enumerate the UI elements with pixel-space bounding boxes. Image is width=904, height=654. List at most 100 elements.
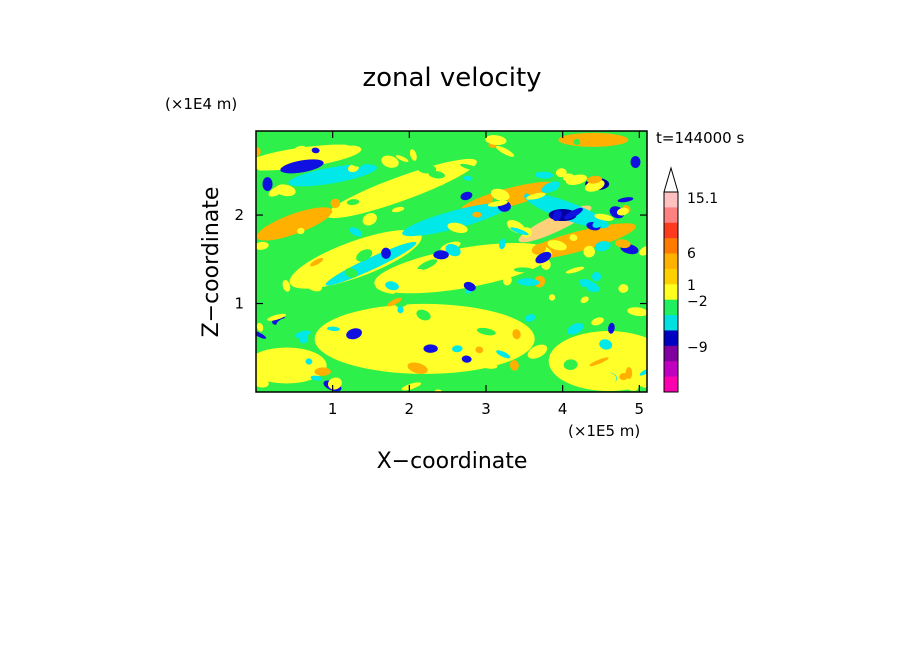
colorbar-segment xyxy=(664,345,678,362)
velocity-speck xyxy=(391,206,405,213)
velocity-speck xyxy=(291,145,308,159)
velocity-speck xyxy=(490,188,510,201)
velocity-speck xyxy=(616,207,629,216)
colorbar-label: 6 xyxy=(687,246,696,262)
velocity-speck xyxy=(589,357,609,367)
velocity-speck xyxy=(591,271,602,282)
velocity-speck xyxy=(440,330,448,336)
velocity-speck xyxy=(579,279,600,293)
velocity-speck xyxy=(627,307,647,317)
velocity-speck xyxy=(346,199,360,206)
velocity-speck xyxy=(495,145,515,157)
velocity-speck xyxy=(417,259,438,271)
x-tick-label: 4 xyxy=(558,400,568,418)
velocity-band xyxy=(558,132,629,147)
velocity-band xyxy=(314,303,535,374)
colorbar-segment xyxy=(664,238,678,255)
velocity-speck xyxy=(385,281,399,291)
velocity-speck xyxy=(639,376,647,388)
velocity-speck xyxy=(530,301,539,313)
velocity-speck xyxy=(395,301,408,308)
colorbar-segment xyxy=(664,299,678,316)
velocity-speck xyxy=(547,240,567,251)
velocity-speck xyxy=(498,159,508,169)
velocity-speck xyxy=(404,268,424,277)
velocity-speck xyxy=(567,323,584,335)
colorbar-segment xyxy=(664,222,678,239)
velocity-speck xyxy=(267,313,286,321)
x-axis-label: X−coordinate xyxy=(377,449,528,474)
colorbar-label: −9 xyxy=(687,340,708,356)
colorbar-segment xyxy=(664,268,678,285)
velocity-band xyxy=(289,229,422,289)
velocity-speck xyxy=(599,339,613,350)
velocity-speck xyxy=(310,258,324,267)
velocity-speck xyxy=(502,275,512,286)
velocity-speck xyxy=(639,245,647,256)
velocity-speck xyxy=(397,306,404,314)
velocity-speck xyxy=(619,373,628,381)
velocity-speck xyxy=(487,200,508,207)
colorbar-label: −2 xyxy=(687,294,708,310)
velocity-speck xyxy=(576,286,588,296)
velocity-speck xyxy=(524,314,536,322)
velocity-speck xyxy=(282,279,291,292)
velocity-band xyxy=(402,202,509,237)
x-axis-ticks: 1 2 3 4 5 xyxy=(328,131,644,418)
velocity-speck xyxy=(586,175,602,184)
velocity-speck xyxy=(447,222,468,233)
velocity-speck xyxy=(536,301,544,306)
velocity-speck xyxy=(340,136,358,146)
colorbar-segment xyxy=(664,253,678,270)
velocity-speck xyxy=(406,278,417,289)
velocity-speck xyxy=(463,175,473,181)
velocity-speck xyxy=(634,336,645,342)
time-label: t=144000 s xyxy=(656,129,744,147)
y-tick-label: 1 xyxy=(234,295,244,313)
y-tick-label: 2 xyxy=(234,206,244,224)
velocity-speck xyxy=(256,322,264,332)
velocity-cell xyxy=(280,159,324,174)
velocity-speck xyxy=(591,317,604,326)
colorbar: 15.1 6 1−2 −9 xyxy=(663,166,718,393)
velocity-speck xyxy=(381,155,399,168)
velocity-speck xyxy=(460,163,481,171)
velocity-speck xyxy=(512,329,521,340)
x-tick-label: 5 xyxy=(635,400,645,418)
colorbar-segment xyxy=(664,330,678,347)
velocity-band xyxy=(374,242,552,294)
colorbar-segment xyxy=(664,284,678,301)
velocity-speck xyxy=(417,164,437,174)
velocity-speck xyxy=(563,359,578,370)
velocity-speck xyxy=(562,173,576,183)
velocity-speck xyxy=(526,192,546,200)
velocity-speck xyxy=(356,249,373,262)
colorbar-segment xyxy=(664,376,678,393)
y-axis-label: Z−coordinate xyxy=(199,187,224,338)
velocity-speck xyxy=(475,346,484,354)
velocity-band xyxy=(256,207,333,241)
velocity-speck xyxy=(527,344,548,359)
velocity-speck xyxy=(428,170,445,179)
velocity-speck xyxy=(387,297,402,307)
velocity-speck xyxy=(407,362,428,374)
velocity-speck xyxy=(541,181,561,194)
velocity-speck xyxy=(592,219,604,228)
velocity-speck xyxy=(472,211,482,218)
velocity-speck xyxy=(310,375,323,381)
velocity-speck xyxy=(552,210,562,222)
velocity-speck xyxy=(395,155,409,163)
velocity-speck xyxy=(591,154,612,166)
colorbar-segment xyxy=(664,361,678,378)
velocity-speck xyxy=(594,213,614,221)
velocity-speck xyxy=(327,377,342,390)
velocity-speck xyxy=(476,327,496,336)
velocity-speck xyxy=(509,360,519,371)
velocity-speck xyxy=(481,362,498,369)
velocity-speck xyxy=(639,369,647,376)
y-axis-ticks: 12 xyxy=(234,206,647,313)
velocity-speck xyxy=(517,278,540,286)
velocity-speck xyxy=(499,238,506,250)
velocity-speck xyxy=(561,342,579,352)
